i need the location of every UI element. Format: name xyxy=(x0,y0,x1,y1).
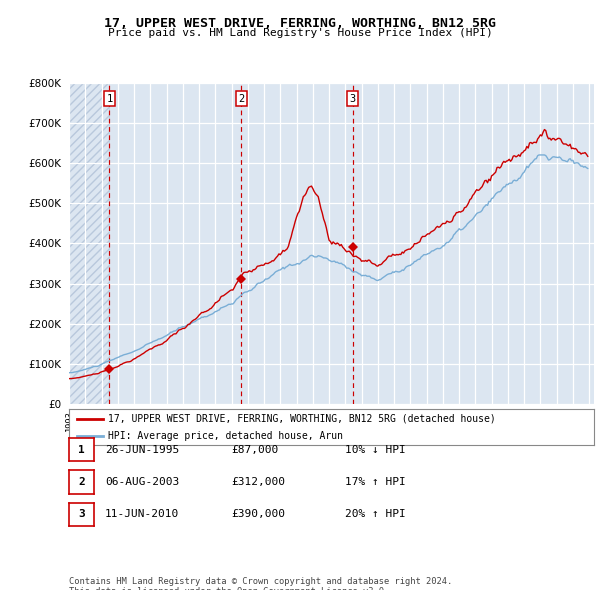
Text: 17, UPPER WEST DRIVE, FERRING, WORTHING, BN12 5RG (detached house): 17, UPPER WEST DRIVE, FERRING, WORTHING,… xyxy=(109,414,496,424)
Text: 2: 2 xyxy=(238,94,244,104)
Text: £312,000: £312,000 xyxy=(231,477,285,487)
Text: Price paid vs. HM Land Registry's House Price Index (HPI): Price paid vs. HM Land Registry's House … xyxy=(107,28,493,38)
Text: 3: 3 xyxy=(350,94,356,104)
Text: 06-AUG-2003: 06-AUG-2003 xyxy=(105,477,179,487)
Bar xyxy=(69,83,109,404)
Text: 10% ↓ HPI: 10% ↓ HPI xyxy=(345,445,406,454)
Text: 26-JUN-1995: 26-JUN-1995 xyxy=(105,445,179,454)
Text: 17, UPPER WEST DRIVE, FERRING, WORTHING, BN12 5RG: 17, UPPER WEST DRIVE, FERRING, WORTHING,… xyxy=(104,17,496,30)
Text: £390,000: £390,000 xyxy=(231,510,285,519)
Text: £87,000: £87,000 xyxy=(231,445,278,454)
Text: 1: 1 xyxy=(78,445,85,454)
Text: 2: 2 xyxy=(78,477,85,487)
Text: 3: 3 xyxy=(78,510,85,519)
Text: Contains HM Land Registry data © Crown copyright and database right 2024.
This d: Contains HM Land Registry data © Crown c… xyxy=(69,577,452,590)
Text: HPI: Average price, detached house, Arun: HPI: Average price, detached house, Arun xyxy=(109,431,343,441)
Text: 1: 1 xyxy=(106,94,113,104)
Text: 17% ↑ HPI: 17% ↑ HPI xyxy=(345,477,406,487)
Text: 20% ↑ HPI: 20% ↑ HPI xyxy=(345,510,406,519)
Bar xyxy=(69,83,109,404)
Text: 11-JUN-2010: 11-JUN-2010 xyxy=(105,510,179,519)
